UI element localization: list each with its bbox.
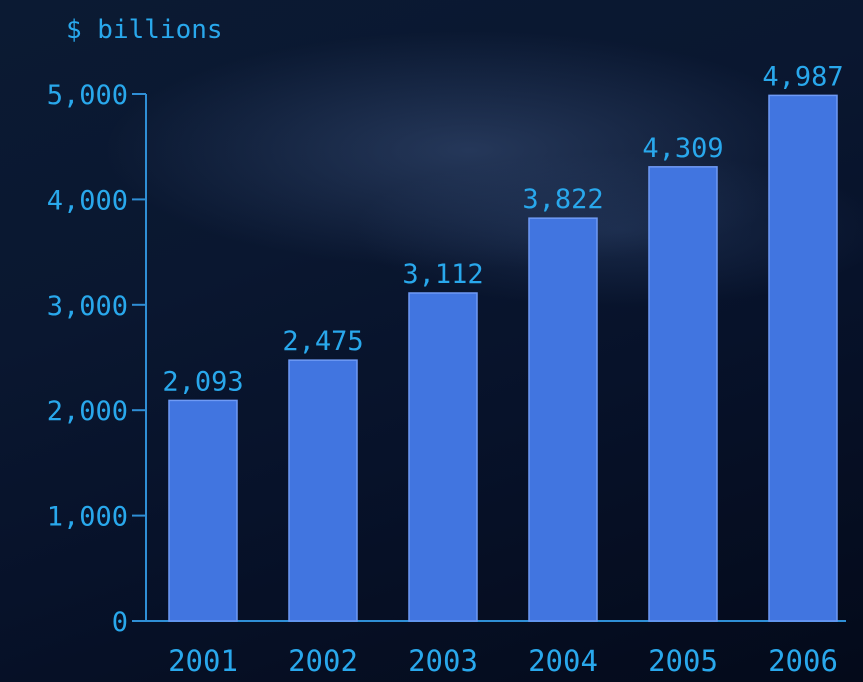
bar-value-label: 4,309 [642,133,723,164]
bar [648,166,718,622]
bar [288,359,358,622]
bar [168,399,238,622]
y-tick-label: 0 [112,607,128,638]
y-tick-label: 2,000 [47,396,128,427]
data-labels: 2,093 2001 2,475 2002 3,112 2003 3,822 2004 4,30… [162,61,843,678]
y-tick-label: 4,000 [47,185,128,216]
y-tick-label: 3,000 [47,291,128,322]
axes: 0 1,000 2,000 3,000 4,000 5,000 [47,80,846,638]
x-tick-label: 2004 [528,644,598,678]
bar-value-label: 4,987 [762,61,843,92]
bar [408,292,478,622]
x-tick-label: 2005 [648,644,718,678]
bar-value-label: 2,475 [282,326,363,357]
x-tick-label: 2001 [168,644,238,678]
bar [528,217,598,622]
bar-value-label: 3,822 [522,184,603,215]
bar [768,94,838,622]
y-tick-label: 1,000 [47,502,128,533]
x-tick-label: 2006 [768,644,838,678]
y-axis-unit-label: $ billions [66,15,223,45]
bar-value-label: 2,093 [162,366,243,397]
x-tick-label: 2003 [408,644,478,678]
bars [168,94,838,622]
bar-value-label: 3,112 [402,259,483,290]
y-tick-label: 5,000 [47,80,128,111]
x-tick-label: 2002 [288,644,358,678]
